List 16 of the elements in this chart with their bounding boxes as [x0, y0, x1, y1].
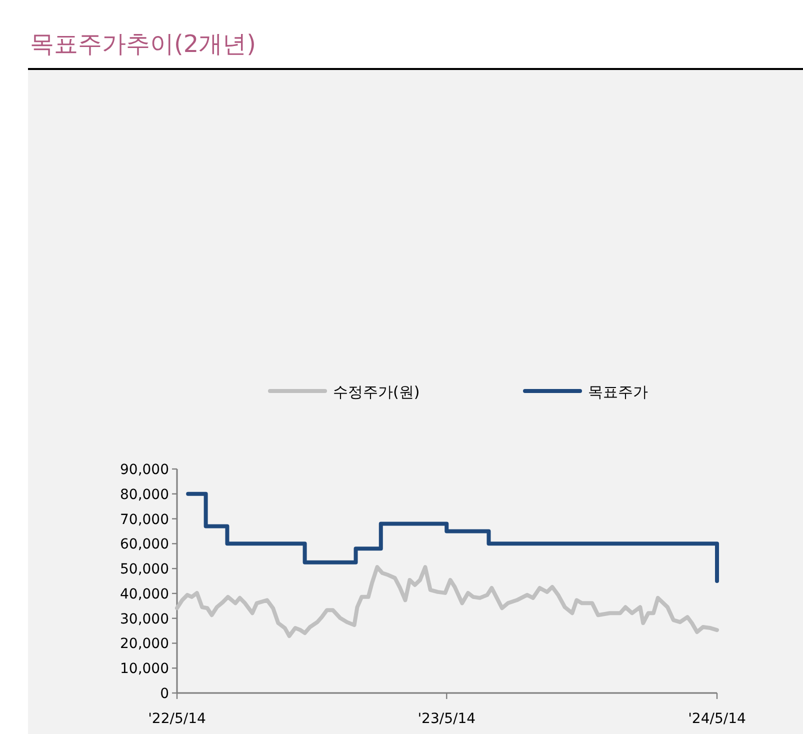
x-tick-label: '22/5/14 [148, 711, 206, 727]
y-tick-label: 20,000 [120, 636, 169, 652]
x-tick-label: '24/5/14 [688, 711, 746, 727]
title: 목표주가추이(2개년) [30, 30, 256, 58]
y-tick-label: 50,000 [120, 562, 169, 578]
y-tick-label: 10,000 [120, 661, 169, 678]
y-tick-label: 30,000 [120, 611, 169, 628]
legend-label: 수정주가(원) [333, 383, 420, 401]
y-tick-label: 40,000 [120, 586, 169, 602]
legend-label: 목표주가 [588, 383, 648, 401]
y-tick-label: 60,000 [120, 536, 169, 553]
y-tick-label: 0 [160, 686, 169, 702]
y-tick-label: 70,000 [120, 512, 169, 528]
x-tick-label: '23/5/14 [418, 711, 476, 727]
y-tick-label: 90,000 [120, 462, 169, 478]
y-tick-label: 80,000 [120, 486, 169, 503]
